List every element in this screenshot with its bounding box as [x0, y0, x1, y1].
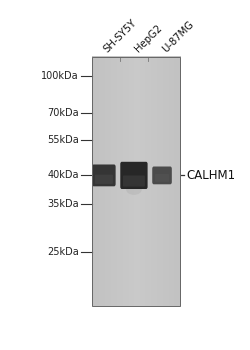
Text: 100kDa: 100kDa — [41, 71, 79, 81]
FancyBboxPatch shape — [152, 167, 172, 184]
Text: 35kDa: 35kDa — [47, 199, 79, 209]
Text: 25kDa: 25kDa — [47, 247, 79, 257]
Text: 55kDa: 55kDa — [47, 135, 79, 145]
Ellipse shape — [126, 184, 142, 195]
Text: SH-SY5Y: SH-SY5Y — [102, 18, 139, 54]
Text: HepG2: HepG2 — [133, 23, 164, 54]
Text: 70kDa: 70kDa — [47, 108, 79, 118]
Text: U-87MG: U-87MG — [160, 19, 196, 54]
FancyBboxPatch shape — [123, 175, 145, 187]
FancyBboxPatch shape — [92, 164, 116, 186]
FancyBboxPatch shape — [95, 175, 113, 184]
FancyBboxPatch shape — [155, 174, 169, 182]
Text: 40kDa: 40kDa — [47, 170, 79, 180]
FancyBboxPatch shape — [120, 162, 148, 189]
Bar — [92, 57, 180, 306]
Text: CALHM1: CALHM1 — [186, 169, 236, 182]
